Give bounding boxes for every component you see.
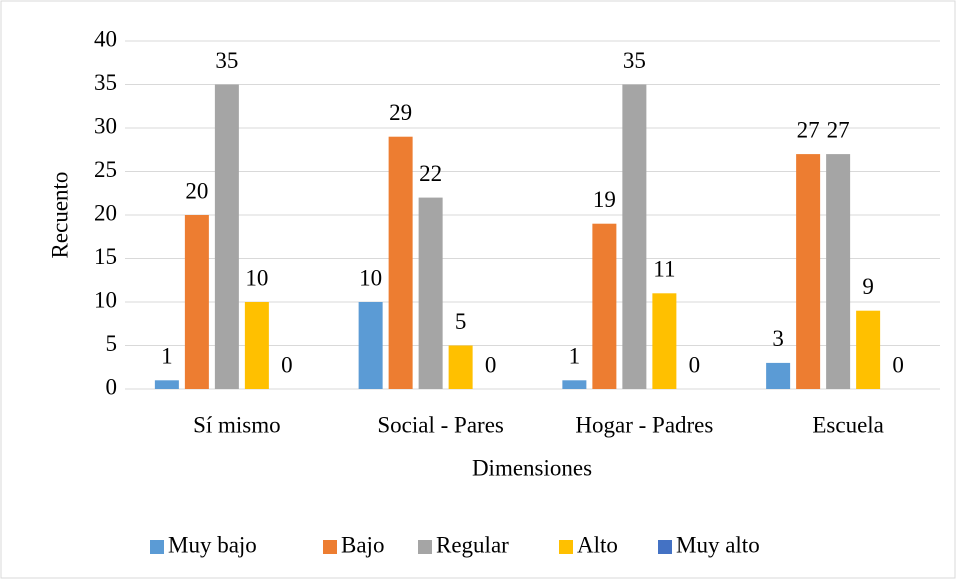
legend-label: Bajo: [341, 532, 384, 557]
data-label: 27: [827, 117, 850, 142]
y-tick-label: 30: [94, 113, 117, 138]
legend-swatch: [150, 540, 164, 554]
legend-label: Alto: [577, 532, 618, 557]
bar: [388, 136, 413, 389]
data-label: 5: [455, 309, 467, 334]
y-tick-label: 40: [94, 26, 117, 51]
legend-swatch: [323, 540, 337, 554]
y-tick-label: 5: [106, 331, 118, 356]
data-label: 0: [689, 352, 701, 377]
data-label: 19: [593, 187, 616, 212]
bar: [448, 345, 473, 389]
x-tick-label: Escuela: [812, 412, 884, 437]
bar: [358, 302, 383, 389]
bar: [796, 154, 821, 389]
data-label: 9: [862, 274, 874, 299]
data-label: 27: [797, 117, 820, 142]
legend-label: Regular: [436, 532, 509, 557]
bar: [562, 380, 587, 389]
data-label: 20: [185, 178, 208, 203]
bar: [184, 215, 209, 389]
bar: [856, 310, 881, 389]
y-tick-label: 20: [94, 200, 117, 225]
bar: [766, 362, 791, 389]
bar: [214, 84, 239, 389]
y-axis-title: Recuento: [47, 172, 72, 259]
legend-swatch: [559, 540, 573, 554]
bar: [418, 197, 443, 389]
data-label: 3: [772, 326, 784, 351]
x-tick-label: Sí mismo: [193, 412, 281, 437]
legend-label: Muy alto: [676, 532, 760, 557]
y-tick-label: 0: [106, 374, 118, 399]
data-label: 29: [389, 100, 412, 125]
data-label: 22: [419, 161, 442, 186]
data-label: 0: [281, 352, 293, 377]
data-label: 1: [161, 344, 173, 369]
bar: [244, 302, 269, 389]
data-label: 35: [215, 48, 238, 73]
legend-swatch: [658, 540, 672, 554]
data-label: 10: [245, 265, 268, 290]
y-tick-label: 25: [94, 157, 117, 182]
y-tick-label: 15: [94, 244, 117, 269]
y-tick-label: 35: [94, 70, 117, 95]
data-label: 11: [653, 257, 675, 282]
bar: [622, 84, 647, 389]
data-label: 0: [892, 352, 904, 377]
bar: [154, 380, 179, 389]
y-tick-label: 10: [94, 287, 117, 312]
data-label: 10: [359, 265, 382, 290]
data-label: 0: [485, 352, 497, 377]
data-label: 1: [569, 344, 581, 369]
x-axis-title: Dimensiones: [472, 455, 592, 480]
legend-swatch: [418, 540, 432, 554]
x-tick-label: Hogar - Padres: [575, 412, 713, 437]
bar: [592, 223, 617, 389]
legend-label: Muy bajo: [168, 532, 257, 557]
bar: [826, 154, 851, 389]
x-tick-label: Social - Pares: [377, 412, 504, 437]
data-label: 35: [623, 48, 646, 73]
bar: [652, 293, 677, 389]
